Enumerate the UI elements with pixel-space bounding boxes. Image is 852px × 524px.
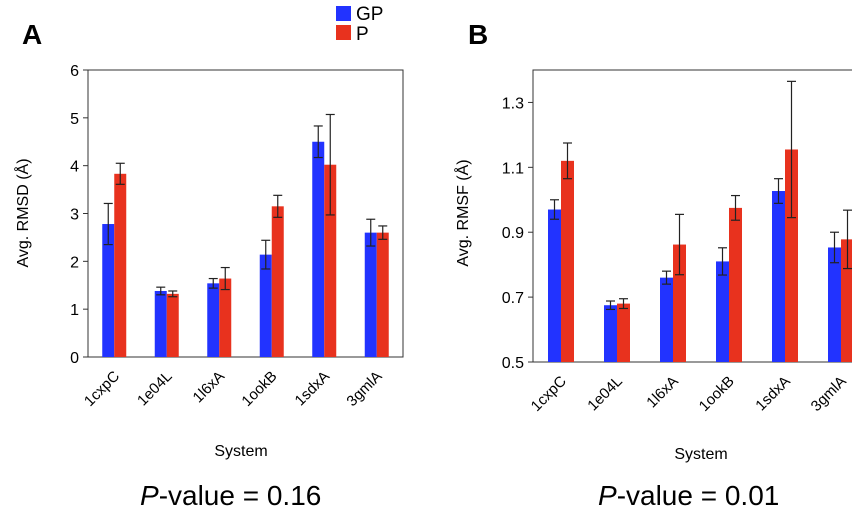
panel-letter-b: B	[468, 19, 488, 50]
x-tick-label: 1l6xA	[643, 373, 682, 412]
chart-a-x-axis-label: System	[214, 443, 267, 460]
error-bar-gp-3gmlA	[830, 231, 839, 264]
chart-b-y-axis-label: Avg. RMSF (Å)	[453, 159, 472, 266]
y-tick-label: 1.3	[502, 95, 524, 112]
bar-gp-1sdxA	[312, 141, 325, 357]
bar-p-1ookB	[271, 206, 284, 357]
legend-swatch-p	[336, 25, 351, 40]
error-bar-p-1ookB	[273, 194, 283, 218]
legend: GP P	[336, 4, 383, 45]
x-tick-label: 3gmlA	[343, 368, 385, 410]
pvalue-a: P-value = 0.16	[140, 480, 321, 512]
bar-gp-1sdxA	[772, 191, 785, 362]
x-tick-label: 1cxpC	[81, 368, 123, 410]
error-bar-p-1e04L	[168, 290, 178, 298]
bar-p-1sdxA	[324, 164, 337, 357]
y-tick-label: 6	[70, 63, 79, 80]
bar-p-1cxpC	[561, 160, 574, 362]
x-tick-label: 1e04L	[134, 368, 176, 410]
error-bar-p-1ookB	[731, 194, 740, 221]
x-tick-label: 1ookB	[696, 373, 738, 415]
error-bar-gp-1ookB	[261, 239, 271, 270]
bar-gp-1l6xA	[660, 277, 673, 362]
bar-gp-1ookB	[259, 254, 272, 357]
x-tick-label: 1ookB	[238, 368, 280, 410]
x-tick-label: 1cxpC	[528, 373, 570, 415]
y-tick-label: 0	[70, 350, 79, 367]
error-bar-gp-1cxpC	[103, 202, 113, 246]
error-bar-gp-1cxpC	[550, 199, 559, 220]
legend-swatch-gp	[336, 6, 351, 21]
y-tick-label: 0.7	[502, 290, 524, 307]
bar-gp-1e04L	[154, 290, 167, 357]
bar-p-3gmlA	[841, 239, 852, 362]
error-bar-gp-1e04L	[606, 300, 615, 311]
error-bar-gp-1sdxA	[774, 178, 783, 204]
x-tick-label: 3gmlA	[808, 373, 850, 415]
y-tick-label: 2	[70, 254, 79, 271]
x-tick-label: 1e04L	[584, 373, 626, 415]
bar-p-1l6xA	[673, 244, 686, 362]
bar-p-1e04L	[617, 303, 630, 362]
legend-label-gp: GP	[356, 4, 383, 25]
bar-gp-1e04L	[604, 305, 617, 362]
error-bar-p-1l6xA	[220, 266, 230, 291]
error-bar-p-3gmlA	[378, 225, 388, 240]
error-bar-gp-1e04L	[156, 286, 166, 296]
error-bar-p-1cxpC	[563, 142, 572, 180]
chart-a-y-axis-label: Avg. RMSD (Å)	[13, 158, 32, 267]
error-bar-gp-1sdxA	[313, 125, 323, 159]
panel-letter-a: A	[22, 19, 42, 50]
bar-p-1l6xA	[219, 278, 232, 357]
error-bar-p-1l6xA	[675, 213, 684, 276]
y-tick-label: 3	[70, 207, 79, 224]
error-bar-p-1sdxA	[787, 80, 796, 219]
x-tick-label: 1l6xA	[190, 368, 229, 407]
error-bar-p-1sdxA	[325, 113, 335, 216]
bar-gp-3gmlA	[364, 232, 377, 357]
y-tick-label: 0.9	[502, 225, 524, 242]
error-bar-p-1e04L	[619, 298, 628, 310]
pvalue-b: P-value = 0.01	[598, 480, 779, 512]
bar-gp-1ookB	[716, 261, 729, 362]
bar-gp-1cxpC	[102, 224, 115, 357]
y-tick-label: 1.1	[502, 160, 524, 177]
bar-gp-1l6xA	[207, 283, 220, 357]
pvalue-a-text: -value = 0.16	[158, 480, 322, 511]
bar-gp-3gmlA	[828, 247, 841, 362]
pvalue-b-variable: P	[598, 480, 617, 511]
y-tick-label: 1	[70, 302, 79, 319]
bar-p-1e04L	[166, 293, 179, 357]
bar-p-1sdxA	[785, 149, 798, 362]
error-bar-gp-1l6xA	[662, 270, 671, 285]
error-bar-gp-3gmlA	[366, 218, 376, 247]
chart-b-rmsf: Avg. RMSF (Å) System 0.5 0.7 0.9 1.1 1.3 1cxp…	[453, 69, 852, 463]
error-bar-p-3gmlA	[843, 209, 852, 270]
bar-gp-1cxpC	[548, 209, 561, 362]
x-tick-label: 1sdxA	[292, 368, 334, 410]
y-tick-label: 4	[70, 159, 79, 176]
y-tick-label: 0.5	[502, 355, 524, 372]
chart-a-rmsd: Avg. RMSD (Å) System 0 1 2 3 4 5 6 1cxpC 1e04L 1l…	[13, 63, 404, 460]
pvalue-b-text: -value = 0.01	[616, 480, 780, 511]
error-bar-gp-1ookB	[718, 247, 727, 276]
plot-frame	[532, 69, 852, 363]
bar-p-1cxpC	[114, 173, 127, 357]
x-tick-label: 1sdxA	[752, 373, 794, 415]
legend-label-p: P	[356, 24, 369, 45]
bar-p-1ookB	[729, 207, 742, 362]
error-bar-gp-1l6xA	[208, 277, 218, 289]
pvalue-a-variable: P	[140, 480, 159, 511]
plot-frame	[87, 69, 404, 358]
error-bar-p-1cxpC	[115, 162, 125, 185]
bar-p-3gmlA	[376, 232, 389, 357]
y-tick-label: 5	[70, 111, 79, 128]
chart-b-x-axis-label: System	[674, 446, 727, 463]
